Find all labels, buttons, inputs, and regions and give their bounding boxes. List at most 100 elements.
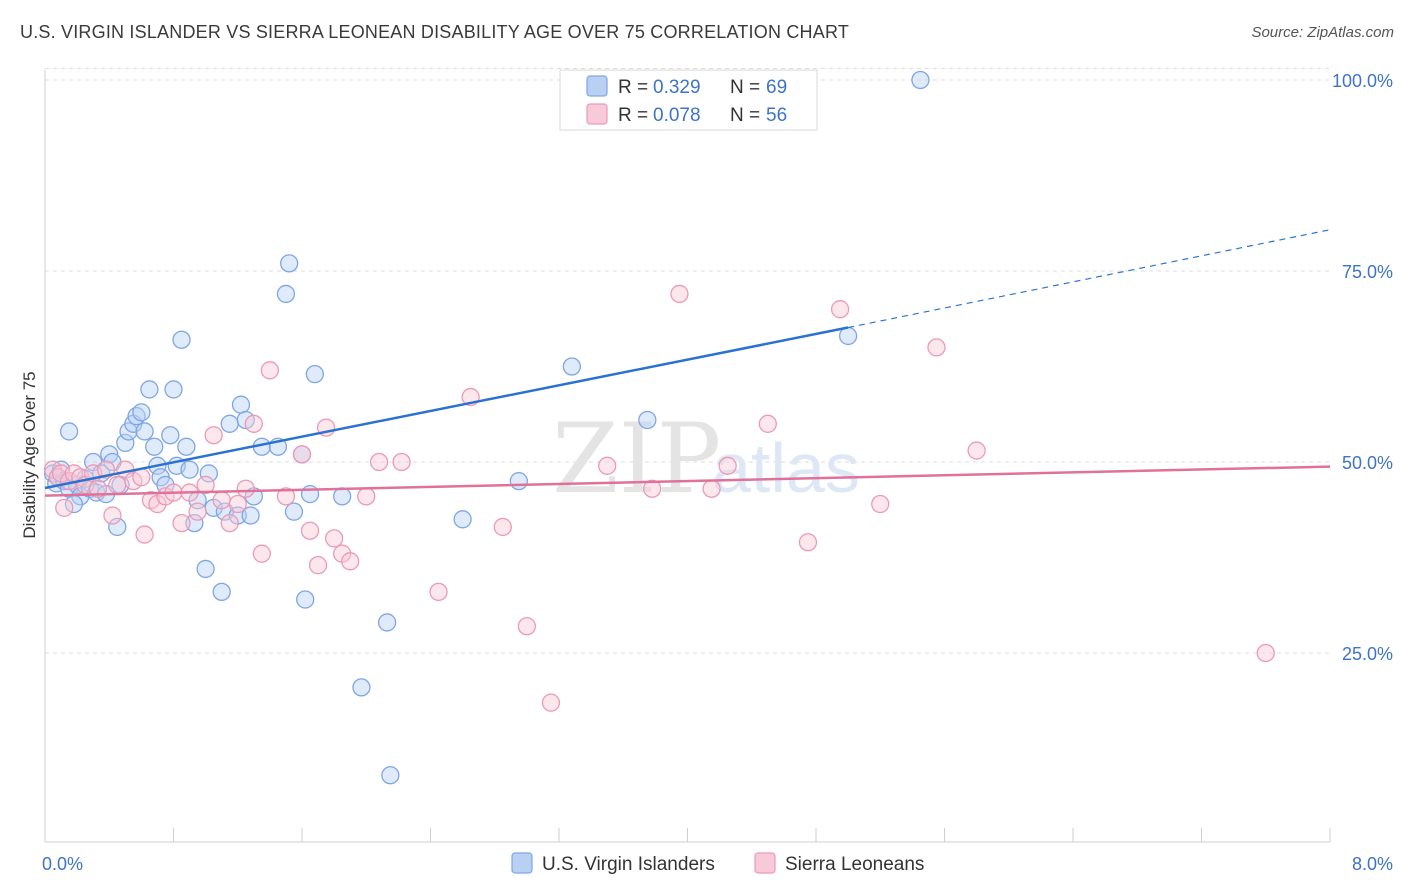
- point-virgin-islander-33: [177, 437, 196, 456]
- point-virgin-islander-55: [300, 484, 320, 504]
- chart-title: U.S. VIRGIN ISLANDER VS SIERRA LEONEAN D…: [20, 22, 850, 42]
- point-sierra-leonean-59: [643, 479, 662, 498]
- point-sierra-leonean-42: [369, 452, 389, 472]
- point-virgin-islander-54: [296, 590, 315, 609]
- trend-line-virgin-islander-extension: [848, 229, 1331, 329]
- point-virgin-islander-22: [132, 403, 151, 422]
- point-virgin-islander-35: [185, 513, 204, 533]
- point-sierra-leonean-40: [341, 552, 360, 571]
- point-virgin-islander-63: [562, 357, 581, 376]
- point-virgin-islander-42: [220, 414, 239, 433]
- bottom-legend: U.S. Virgin Islanders Sierra Leoneans: [511, 852, 924, 875]
- point-virgin-islander-50: [276, 284, 296, 304]
- point-sierra-leonean-11: [103, 506, 122, 525]
- legend-n-value-1: 69: [766, 77, 787, 98]
- y-tick-label-1: 50.0%: [1342, 453, 1393, 473]
- point-sierra-leonean-46: [493, 517, 512, 537]
- x-tick-label-0: 0.0%: [42, 854, 83, 874]
- point-virgin-islander-40: [212, 582, 231, 602]
- point-sierra-leonean-58: [718, 456, 737, 475]
- legend-n-label-2: N =: [730, 105, 760, 126]
- y-axis-label: Disability Age Over 75: [20, 371, 39, 538]
- legend-r-label-1: R =: [618, 77, 648, 98]
- point-sierra-leonean-28: [228, 494, 247, 514]
- point-sierra-leonean-16: [135, 525, 154, 544]
- point-virgin-islander-44: [231, 395, 251, 414]
- point-virgin-islander-25: [145, 437, 164, 456]
- point-sierra-leonean-57: [702, 479, 721, 498]
- point-virgin-islander-18: [116, 433, 135, 453]
- point-sierra-leonean-60: [871, 494, 890, 514]
- point-sierra-leonean-23: [188, 502, 207, 521]
- point-sierra-leonean-56: [1256, 643, 1275, 663]
- tick-labels: 25.0% 50.0% 75.0% 100.0% 0.0% 8.0%: [42, 71, 1393, 874]
- point-sierra-leonean-49: [598, 456, 617, 475]
- point-sierra-leonean-36: [308, 555, 328, 575]
- point-sierra-leonean-51: [758, 414, 777, 433]
- chart-source: Source: ZipAtlas.com: [1251, 24, 1394, 41]
- point-sierra-leonean-30: [244, 414, 263, 433]
- point-virgin-islander-38: [199, 464, 218, 483]
- point-sierra-leonean-21: [172, 513, 191, 533]
- point-virgin-islander-61: [453, 510, 472, 529]
- point-sierra-leonean-44: [429, 582, 448, 602]
- point-virgin-islander-34: [180, 460, 199, 479]
- trend-lines: [44, 229, 1331, 497]
- bottom-legend-swatch-pink: [754, 852, 776, 874]
- point-sierra-leonean-27: [220, 513, 239, 533]
- point-virgin-islander-51: [279, 254, 299, 273]
- point-virgin-islander-64: [638, 410, 657, 430]
- point-sierra-leonean-53: [830, 300, 850, 319]
- trend-line-sierra-leonean: [44, 465, 1331, 497]
- point-virgin-islander-66: [59, 422, 79, 441]
- point-sierra-leonean-55: [967, 441, 986, 460]
- y-tick-label-2: 75.0%: [1342, 262, 1393, 282]
- point-sierra-leonean-47: [517, 617, 537, 636]
- point-sierra-leonean-52: [798, 533, 818, 552]
- x-tick-label-1: 8.0%: [1352, 854, 1393, 874]
- legend-swatch-blue: [586, 75, 608, 97]
- watermark: ZIP atlas: [552, 403, 860, 515]
- legend-r-value-1: 0.329: [653, 77, 701, 98]
- legend-r-label-2: R =: [618, 105, 648, 126]
- y-tick-label-3: 100.0%: [1332, 71, 1393, 91]
- data-points: [43, 70, 1275, 785]
- axes: [44, 70, 1331, 843]
- point-sierra-leonean-50: [670, 284, 689, 304]
- point-virgin-islander-37: [196, 559, 215, 579]
- point-virgin-islander-32: [172, 330, 191, 349]
- legend-swatch-pink: [586, 103, 608, 125]
- point-sierra-leonean-54: [927, 338, 946, 357]
- bottom-legend-label-1: U.S. Virgin Islanders: [542, 854, 715, 875]
- point-virgin-islander-60: [381, 766, 400, 785]
- point-sierra-leonean-15: [132, 468, 151, 487]
- legend-r-value-2: 0.078: [653, 105, 701, 126]
- trend-line-virgin-islander: [44, 326, 849, 490]
- point-sierra-leonean-9: [88, 479, 108, 498]
- watermark-atlas: atlas: [712, 429, 860, 507]
- point-virgin-islander-62: [509, 471, 528, 491]
- legend-n-value-2: 56: [766, 105, 787, 126]
- point-sierra-leonean-24: [196, 475, 215, 495]
- y-tick-label-0: 25.0%: [1342, 644, 1393, 664]
- point-virgin-islander-46: [241, 506, 260, 525]
- point-sierra-leonean-34: [292, 445, 312, 464]
- point-virgin-islander-59: [377, 613, 397, 632]
- point-sierra-leonean-35: [300, 521, 320, 540]
- point-virgin-islander-58: [352, 678, 371, 697]
- bottom-legend-swatch-blue: [511, 852, 533, 874]
- point-sierra-leonean-41: [357, 487, 376, 506]
- point-sierra-leonean-26: [212, 491, 231, 510]
- point-sierra-leonean-43: [392, 452, 411, 472]
- point-sierra-leonean-48: [541, 693, 561, 712]
- point-sierra-leonean-3: [55, 498, 74, 517]
- point-sierra-leonean-25: [204, 426, 223, 445]
- legend-box: R = 0.329 N = 69 R = 0.078 N = 56: [559, 69, 818, 131]
- point-sierra-leonean-33: [276, 487, 296, 506]
- point-sierra-leonean-12: [108, 475, 127, 495]
- point-sierra-leonean-29: [236, 479, 255, 498]
- point-virgin-islander-52: [284, 502, 304, 521]
- point-virgin-islander-68: [911, 70, 930, 90]
- point-sierra-leonean-32: [260, 361, 280, 380]
